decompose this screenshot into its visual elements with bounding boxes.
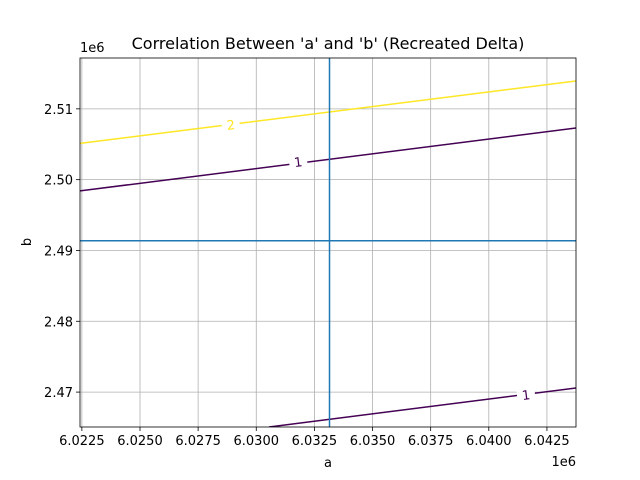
y-axis-offset: 1e6 — [80, 41, 105, 56]
contour-label-gap — [220, 115, 241, 134]
x-tick-label: 6.0300 — [234, 434, 280, 449]
y-tick-label: 2.50 — [44, 174, 73, 189]
y-tick-label: 2.49 — [44, 244, 73, 259]
x-tick-label: 6.0350 — [350, 434, 396, 449]
contour-label-group: 1 — [516, 385, 536, 404]
y-tick-label: 2.47 — [44, 386, 73, 401]
x-tick-label: 6.0225 — [59, 434, 105, 449]
x-tick-label: 6.0400 — [466, 434, 512, 449]
contour-label-gap — [516, 385, 536, 404]
x-tick-label: 6.0325 — [292, 434, 338, 449]
contour-label-group: 1 — [288, 152, 309, 171]
x-tick-label: 6.0275 — [175, 434, 221, 449]
x-tick-label: 6.0375 — [408, 434, 454, 449]
contour-label: 1 — [293, 155, 303, 171]
contour-label-group: 2 — [220, 115, 241, 134]
contour-line — [80, 80, 576, 145]
plot-area: 2 1 1 6.0225 6.0250 6.0275 6.0300 6.0325 6.0350 6… — [44, 57, 577, 449]
chart-title: Correlation Between 'a' and 'b' (Recreat… — [132, 34, 525, 53]
contour-label: 1 — [521, 388, 531, 404]
y-tick-label: 2.51 — [44, 103, 73, 118]
axes-frame — [79, 57, 577, 428]
x-tick-label: 6.0250 — [117, 434, 163, 449]
y-tick-label: 2.48 — [44, 315, 73, 330]
y-axis-label: b — [20, 238, 35, 246]
contour-line — [80, 127, 576, 192]
x-axis-label: a — [324, 456, 332, 471]
x-axis-offset: 1e6 — [551, 455, 576, 470]
contour-label: 2 — [226, 118, 236, 134]
x-tick-label: 6.0425 — [524, 434, 570, 449]
contour-label-gap — [288, 152, 309, 171]
